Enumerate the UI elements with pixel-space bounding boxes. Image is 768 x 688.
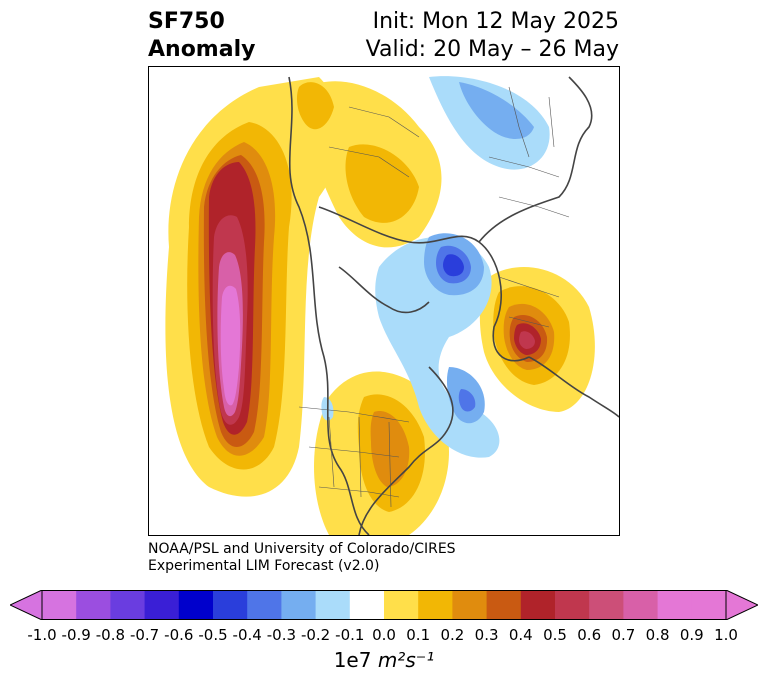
forecast-dates: Init: Mon 12 May 2025 Valid: 20 May – 26…	[366, 8, 619, 64]
colorbar-tick-label: 0.7	[611, 626, 636, 644]
colorbar-bin	[691, 590, 727, 620]
title-line-1: SF750	[148, 9, 225, 34]
colorbar-tick-label: -0.1	[335, 626, 365, 644]
colorbar-bin	[315, 590, 351, 620]
colorbar-ticks: -1.0 -0.9 -0.8 -0.7 -0.6 -0.5 -0.4 -0.3 -0.2 -0.1…	[0, 626, 768, 646]
colorbar-tick-label: -0.6	[164, 626, 194, 644]
colorbar-bin	[281, 590, 317, 620]
colorbar-bin	[213, 590, 248, 620]
colorbar-tick-label: 0.5	[543, 626, 567, 644]
colorbar-tick-label: 0.6	[577, 626, 602, 644]
colorbar-tick-label: -0.5	[198, 626, 228, 644]
colorbar-bin	[486, 590, 522, 620]
colorbar-bin	[76, 590, 111, 620]
credit-line-2: Experimental LIM Forecast (v2.0)	[148, 558, 380, 574]
colorbar-tick-label: -0.3	[266, 626, 297, 644]
colorbar-bin	[520, 590, 556, 620]
colorbar-tick-label: 0.3	[474, 626, 499, 644]
colorbar-tick-label: 0.8	[645, 626, 670, 644]
colorbar-bin	[144, 590, 180, 620]
negative-anomalies	[321, 76, 550, 458]
units-math: m²s⁻¹	[377, 648, 435, 672]
colorbar-tick-label: -1.0	[27, 626, 57, 644]
borders	[298, 86, 570, 508]
units-prefix: 1e7	[333, 648, 372, 672]
colorbar-bin	[452, 590, 488, 620]
pacific-ridge	[165, 77, 342, 497]
colorbar-bin	[418, 590, 453, 620]
colorbar	[10, 590, 758, 620]
canada-ridge	[296, 81, 442, 248]
anomaly-field	[165, 76, 619, 535]
init-date: Init: Mon 12 May 2025	[372, 9, 619, 34]
colorbar-tick-label: -0.7	[129, 626, 160, 644]
colorbar-tick-label: -0.9	[61, 626, 91, 644]
colorbar-tick-label: -0.2	[300, 626, 331, 644]
colorbar-tick-label: 1.0	[714, 626, 738, 644]
colorbar-tick-label: 0.2	[440, 626, 465, 644]
colorbar-bin	[42, 590, 77, 620]
colorbar-bin	[110, 590, 146, 620]
colorbar-bin	[178, 590, 214, 620]
colorbar-bin	[657, 590, 693, 620]
colorbar-tick-label: -0.8	[95, 626, 126, 644]
anomaly-map	[148, 66, 620, 536]
colorbar-tick-label: 0.1	[406, 626, 431, 644]
colorbar-bin	[623, 590, 659, 620]
map-title: SF750 Anomaly	[148, 8, 255, 64]
colorbar-tick-label: 0.4	[508, 626, 533, 644]
colorbar-bin	[247, 590, 282, 620]
coastlines	[288, 76, 619, 535]
colorbar-bin	[555, 590, 590, 620]
colorbar-tick-label: 0.9	[679, 626, 704, 644]
colorbar-tick-label: 0.0	[372, 626, 396, 644]
us-ridge	[314, 371, 449, 535]
colorbar-bin	[349, 590, 385, 620]
colorbar-bin	[589, 590, 624, 620]
valid-range: Valid: 20 May – 26 May	[365, 37, 619, 62]
colorbar-over-arrow	[725, 590, 758, 620]
colorbar-tick-label: -0.4	[232, 626, 262, 644]
colorbar-under-arrow	[10, 590, 43, 620]
credit-line-1: NOAA/PSL and University of Colorado/CIRE…	[148, 541, 456, 557]
title-line-2: Anomaly	[148, 37, 256, 62]
colorbar-bin	[384, 590, 419, 620]
data-credit: NOAA/PSL and University of Colorado/CIRE…	[148, 541, 456, 575]
colorbar-units: 1e7 m²s⁻¹	[0, 648, 768, 672]
